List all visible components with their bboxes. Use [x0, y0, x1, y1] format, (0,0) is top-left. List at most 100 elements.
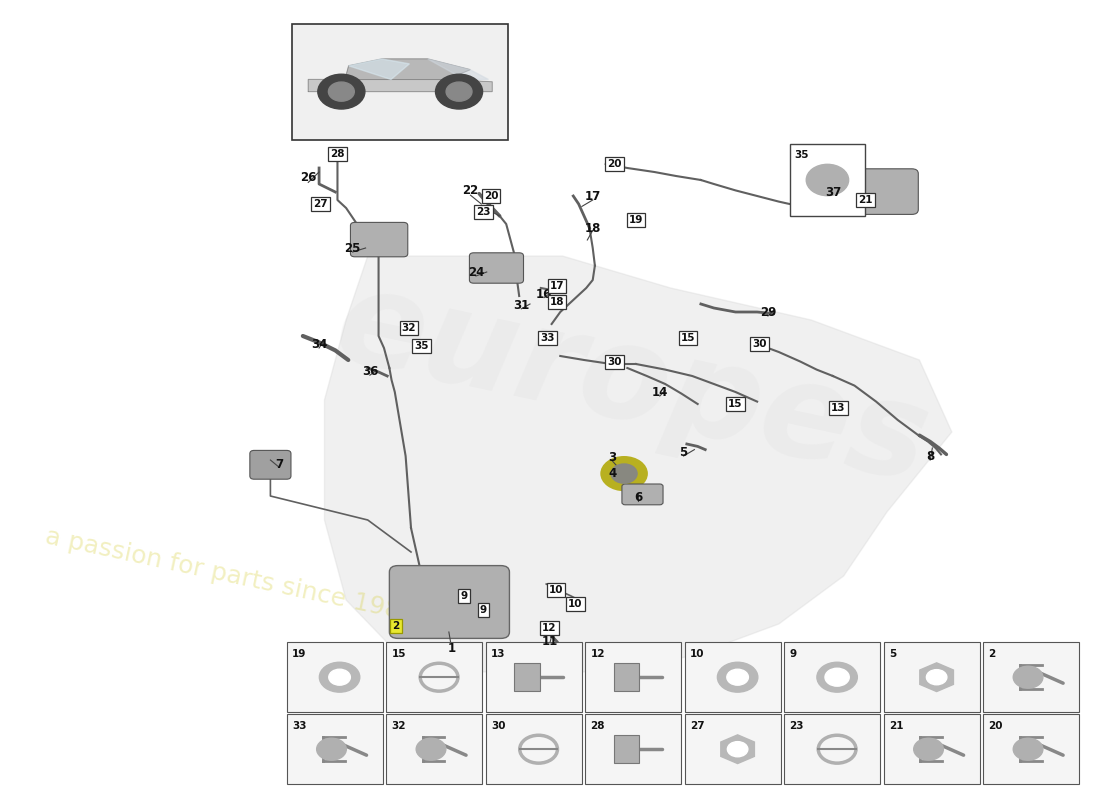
Bar: [784, 642, 880, 712]
Text: 13: 13: [491, 649, 506, 659]
FancyBboxPatch shape: [846, 169, 918, 214]
Text: a passion for parts since 1985: a passion for parts since 1985: [43, 525, 418, 627]
Text: 24: 24: [468, 266, 484, 278]
FancyBboxPatch shape: [614, 663, 639, 691]
Text: 30: 30: [607, 357, 621, 366]
Text: 25: 25: [344, 242, 361, 254]
Text: 18: 18: [550, 298, 564, 307]
Circle shape: [612, 464, 637, 483]
Text: 5: 5: [889, 649, 896, 659]
Text: 12: 12: [591, 649, 605, 659]
Text: 32: 32: [402, 323, 416, 333]
FancyBboxPatch shape: [470, 253, 524, 283]
Text: 33: 33: [540, 333, 554, 342]
Bar: [684, 642, 781, 712]
FancyBboxPatch shape: [389, 566, 509, 638]
Text: 17: 17: [584, 190, 601, 202]
Text: 2: 2: [393, 621, 399, 630]
Text: 10: 10: [690, 649, 705, 659]
Bar: [883, 714, 980, 784]
Bar: [287, 642, 383, 712]
Circle shape: [914, 738, 944, 760]
Text: 33: 33: [292, 721, 307, 731]
Polygon shape: [428, 59, 488, 79]
FancyBboxPatch shape: [614, 735, 639, 763]
Text: 21: 21: [889, 721, 903, 731]
Text: 21: 21: [858, 195, 872, 205]
Circle shape: [329, 82, 354, 101]
Bar: [790, 144, 866, 216]
Bar: [983, 642, 1079, 712]
Text: 20: 20: [989, 721, 1003, 731]
Text: 34: 34: [311, 338, 328, 350]
Text: 15: 15: [392, 649, 406, 659]
Bar: [784, 714, 880, 784]
Text: 9: 9: [480, 605, 487, 614]
Text: 12: 12: [542, 623, 557, 633]
Text: 10: 10: [569, 599, 583, 609]
Text: 28: 28: [330, 149, 344, 158]
Circle shape: [817, 662, 857, 692]
FancyBboxPatch shape: [621, 484, 663, 505]
Bar: [386, 714, 483, 784]
Polygon shape: [720, 735, 755, 763]
Bar: [292, 24, 508, 140]
Text: 32: 32: [392, 721, 406, 731]
Text: 8: 8: [926, 450, 934, 462]
Text: 1: 1: [448, 642, 456, 654]
Text: 13: 13: [830, 403, 846, 413]
Circle shape: [329, 670, 351, 685]
Text: 29: 29: [760, 306, 777, 318]
Circle shape: [1013, 738, 1043, 760]
Text: 10: 10: [549, 585, 563, 594]
FancyBboxPatch shape: [250, 450, 292, 479]
Text: 30: 30: [491, 721, 506, 731]
Polygon shape: [324, 256, 952, 672]
Text: 35: 35: [415, 342, 429, 351]
Circle shape: [717, 662, 758, 692]
FancyBboxPatch shape: [515, 663, 540, 691]
Text: 3: 3: [608, 451, 616, 464]
Text: 27: 27: [312, 199, 328, 209]
Text: 6: 6: [634, 491, 642, 504]
Circle shape: [727, 742, 748, 757]
Circle shape: [317, 738, 346, 760]
Text: 37: 37: [825, 186, 842, 198]
Circle shape: [825, 668, 849, 686]
Text: 35: 35: [794, 150, 808, 161]
Bar: [386, 642, 483, 712]
Text: 7: 7: [275, 458, 283, 470]
FancyBboxPatch shape: [351, 222, 408, 257]
Bar: [983, 714, 1079, 784]
Text: 36: 36: [362, 365, 378, 378]
Text: 19: 19: [292, 649, 307, 659]
Text: 18: 18: [584, 222, 601, 234]
Text: 28: 28: [591, 721, 605, 731]
Text: 11: 11: [541, 635, 558, 648]
Text: 9: 9: [461, 591, 468, 601]
Circle shape: [447, 82, 472, 101]
Polygon shape: [349, 59, 409, 79]
Text: 4: 4: [608, 467, 616, 480]
Bar: [585, 642, 681, 712]
Bar: [485, 642, 582, 712]
Text: 17: 17: [550, 281, 564, 290]
Text: 14: 14: [651, 386, 668, 398]
Bar: [883, 642, 980, 712]
Polygon shape: [345, 59, 470, 79]
Text: 30: 30: [752, 339, 767, 349]
Circle shape: [319, 662, 360, 692]
Circle shape: [806, 164, 848, 196]
Circle shape: [1013, 666, 1043, 688]
Circle shape: [416, 738, 446, 760]
Bar: [485, 714, 582, 784]
Text: 9: 9: [790, 649, 796, 659]
Bar: [287, 714, 383, 784]
Circle shape: [727, 670, 748, 685]
Polygon shape: [920, 663, 954, 691]
Text: 27: 27: [690, 721, 705, 731]
Text: 15: 15: [681, 334, 695, 343]
Polygon shape: [308, 79, 492, 92]
Text: 2: 2: [989, 649, 996, 659]
Text: 15: 15: [728, 399, 743, 409]
